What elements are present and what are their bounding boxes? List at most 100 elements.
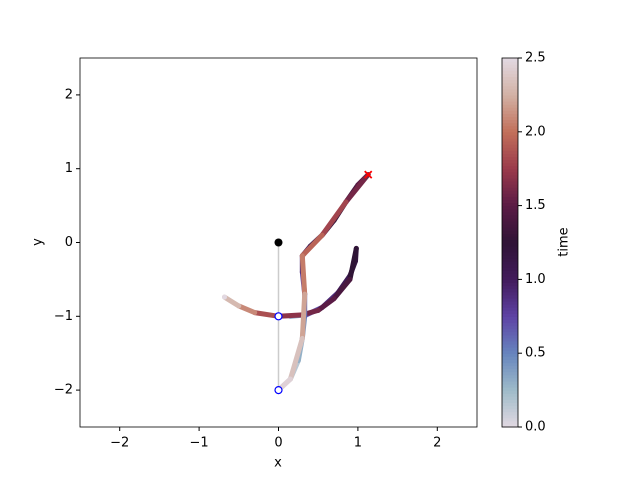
colorbar-swatch <box>502 211 518 216</box>
pivot <box>274 238 283 247</box>
colorbar-swatch <box>502 273 518 277</box>
trajectory-segment <box>287 335 305 382</box>
colorbar-tick-label: 0.5 <box>525 346 546 361</box>
end-marker <box>364 170 373 179</box>
colorbar-swatch <box>502 184 518 188</box>
bob <box>274 386 283 395</box>
colorbar-swatch <box>502 187 518 191</box>
colorbar-swatch <box>502 242 518 247</box>
colorbar-tick-label: 2.5 <box>525 51 546 66</box>
colorbar-swatch <box>502 156 518 161</box>
colorbar-swatch <box>502 153 518 157</box>
colorbar-swatch <box>502 408 518 413</box>
x-axis-label: x <box>274 456 282 471</box>
colorbar-swatch <box>502 205 518 210</box>
x-tick-label: −2 <box>110 436 129 451</box>
colorbar-swatch <box>502 168 518 173</box>
colorbar-swatch <box>502 371 518 376</box>
colorbar-swatch <box>502 420 518 425</box>
colorbar-swatch <box>502 230 518 234</box>
colorbar-swatch <box>502 147 518 151</box>
colorbar-swatch <box>502 374 518 379</box>
colorbar-tick-label: 0.0 <box>525 420 546 435</box>
colorbar-swatch <box>502 141 518 145</box>
trajectory-segment <box>331 276 353 302</box>
trajectory-segment <box>343 172 371 205</box>
colorbar-swatch <box>502 150 518 154</box>
colorbar-swatch <box>502 365 518 370</box>
colorbar-swatch <box>502 199 518 204</box>
colorbar-swatch <box>502 304 518 308</box>
colorbar-tick-label: 1.5 <box>525 198 546 213</box>
colorbar-swatch <box>502 162 518 167</box>
colorbar-swatch <box>502 307 518 311</box>
colorbar-swatch <box>502 316 518 320</box>
colorbar-swatch <box>502 122 518 127</box>
colorbar-swatch <box>502 116 518 121</box>
colorbar-swatch <box>502 383 518 388</box>
colorbar-swatch <box>502 245 518 250</box>
colorbar-swatch <box>502 254 518 259</box>
trajectory-segment <box>319 199 349 238</box>
colorbar-swatch <box>502 85 518 90</box>
colorbar-swatch <box>502 343 518 348</box>
colorbar-swatch <box>502 377 518 382</box>
colorbar-label: time <box>557 227 572 256</box>
colorbar-swatch <box>502 171 518 176</box>
colorbar-swatch <box>502 165 518 170</box>
colorbar-swatch <box>502 119 518 124</box>
x-tick-label: 1 <box>354 436 362 451</box>
colorbar-swatch <box>502 125 518 130</box>
trajectory-segment <box>222 294 242 309</box>
y-tick-label: −2 <box>54 383 73 398</box>
colorbar-swatch <box>502 236 518 241</box>
colorbar-swatch <box>502 411 518 416</box>
colorbar-swatch <box>502 325 518 330</box>
trajectory-segment <box>347 245 359 282</box>
y-tick-label: 0 <box>65 235 73 250</box>
colorbar-swatch <box>502 177 518 182</box>
colorbar-swatch <box>502 214 518 219</box>
colorbar-swatch <box>502 91 518 96</box>
colorbar-swatch <box>502 380 518 385</box>
colorbar-swatch <box>502 101 518 105</box>
colorbar-swatch <box>502 362 518 367</box>
colorbar-swatch <box>502 79 518 84</box>
colorbar-swatch <box>502 134 518 139</box>
colorbar-swatch <box>502 294 518 299</box>
colorbar-swatch <box>502 67 518 71</box>
colorbar-swatch <box>502 82 518 87</box>
y-tick-label: −1 <box>54 309 73 324</box>
colorbar-swatch <box>502 202 518 207</box>
colorbar-swatch <box>502 107 518 111</box>
colorbar-swatch <box>502 128 518 133</box>
colorbar-swatch <box>502 131 518 136</box>
y-axis-label: y <box>31 238 46 246</box>
colorbar-swatch <box>502 193 518 197</box>
colorbar-swatch <box>502 300 518 305</box>
colorbar-swatch <box>502 417 518 422</box>
x-tick-label: 0 <box>274 436 282 451</box>
colorbar-swatch <box>502 260 518 265</box>
colorbar-swatch <box>502 227 518 231</box>
colorbar-tick-label: 1.0 <box>525 272 546 287</box>
colorbar-swatch <box>502 58 518 62</box>
colorbar-swatch <box>502 396 518 400</box>
colorbar-swatch <box>502 276 518 280</box>
colorbar-swatch <box>502 282 518 287</box>
colorbar-swatch <box>502 353 518 357</box>
colorbar-swatch <box>502 402 518 407</box>
colorbar-swatch <box>502 279 518 284</box>
trajectory-segment <box>299 291 308 341</box>
colorbar-swatch <box>502 313 518 317</box>
bob <box>274 312 283 321</box>
colorbar-swatch <box>502 264 518 268</box>
colorbar-swatch <box>502 73 518 78</box>
colorbar-swatch <box>502 113 518 118</box>
trajectory-point <box>222 294 228 300</box>
colorbar-swatch <box>502 285 518 290</box>
colorbar-swatch <box>502 387 518 391</box>
colorbar-swatch <box>502 331 518 336</box>
colorbar-swatch <box>502 291 518 296</box>
x-tick-label: 2 <box>433 436 441 451</box>
